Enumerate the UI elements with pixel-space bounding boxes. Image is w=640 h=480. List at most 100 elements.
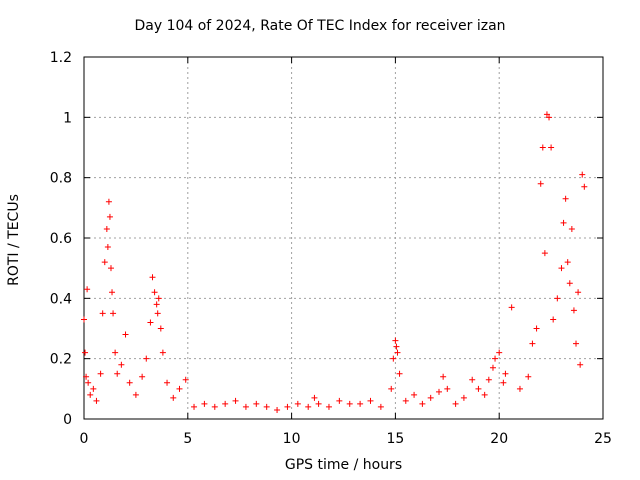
data-point (107, 265, 114, 272)
data-point (502, 370, 509, 377)
data-point (566, 280, 573, 287)
data-point (529, 340, 536, 347)
data-point (93, 397, 100, 404)
data-point (153, 301, 160, 308)
data-point (315, 400, 322, 407)
data-point (253, 400, 260, 407)
axis-ticks (83, 56, 604, 420)
data-point (390, 355, 397, 362)
x-tick-label: 15 (386, 431, 404, 447)
data-point (577, 361, 584, 368)
data-point (388, 385, 395, 392)
data-point (139, 373, 146, 380)
data-point (516, 385, 523, 392)
y-tick-label: 1.2 (50, 50, 72, 66)
data-point (427, 394, 434, 401)
data-point (105, 198, 112, 205)
data-point (157, 325, 164, 332)
data-point (377, 403, 384, 410)
data-point (357, 400, 364, 407)
data-point (82, 349, 89, 356)
data-point (126, 379, 133, 386)
data-point (548, 144, 555, 151)
data-point (496, 349, 503, 356)
data-point (263, 403, 270, 410)
data-point (481, 391, 488, 398)
y-tick-label: 0 (63, 412, 72, 428)
data-point (570, 307, 577, 314)
data-point (274, 406, 281, 413)
data-point (110, 310, 117, 317)
data-point (543, 111, 550, 118)
data-point (118, 361, 125, 368)
data-point (541, 250, 548, 257)
data-point (83, 373, 90, 380)
x-tick-label: 25 (594, 431, 612, 447)
data-point (101, 259, 108, 266)
data-point (112, 349, 119, 356)
data-point (122, 331, 129, 338)
data-point (489, 364, 496, 371)
data-point (469, 376, 476, 383)
x-axis-label: GPS time / hours (284, 457, 403, 473)
data-point (242, 403, 249, 410)
data-point (155, 295, 162, 302)
data-point (508, 304, 515, 311)
data-point (492, 355, 499, 362)
data-point (84, 286, 91, 293)
data-point (99, 310, 106, 317)
data-point (460, 394, 467, 401)
x-tick-label: 5 (183, 431, 192, 447)
data-point (537, 180, 544, 187)
data-point (106, 213, 113, 220)
data-point (103, 225, 110, 232)
x-tick-label: 0 (80, 431, 89, 447)
data-point (97, 370, 104, 377)
data-point (159, 349, 166, 356)
data-points (81, 111, 588, 413)
data-point (143, 355, 150, 362)
x-tick-label: 10 (283, 431, 301, 447)
data-point (393, 343, 400, 350)
y-tick-label: 1 (63, 110, 72, 126)
data-point (539, 144, 546, 151)
data-point (325, 403, 332, 410)
data-point (151, 289, 158, 296)
data-point (402, 397, 409, 404)
data-point (85, 379, 92, 386)
data-point (191, 403, 198, 410)
data-point (109, 289, 116, 296)
data-point (573, 340, 580, 347)
y-tick-label: 0.4 (50, 291, 72, 307)
data-point (550, 316, 557, 323)
data-point (170, 394, 177, 401)
data-point (581, 183, 588, 190)
data-point (419, 400, 426, 407)
data-point (444, 385, 451, 392)
data-point (558, 265, 565, 272)
data-point (182, 376, 189, 383)
data-point (294, 400, 301, 407)
data-point (392, 337, 399, 344)
data-point (147, 319, 154, 326)
data-point (222, 400, 229, 407)
data-point (575, 289, 582, 296)
data-point (305, 403, 312, 410)
data-point (525, 373, 532, 380)
data-point (367, 397, 374, 404)
data-point (201, 400, 208, 407)
data-point (81, 316, 87, 323)
data-point (311, 394, 318, 401)
data-point (435, 388, 442, 395)
chart-title: Day 104 of 2024, Rate Of TEC Index for r… (134, 18, 506, 34)
data-point (154, 310, 161, 317)
data-point (232, 397, 239, 404)
data-point (132, 391, 139, 398)
data-point (500, 379, 507, 386)
data-point (104, 244, 111, 251)
y-axis-label: ROTI / TECUs (6, 194, 22, 286)
data-point (475, 385, 482, 392)
data-point (346, 400, 353, 407)
y-tick-label: 0.6 (50, 231, 72, 247)
